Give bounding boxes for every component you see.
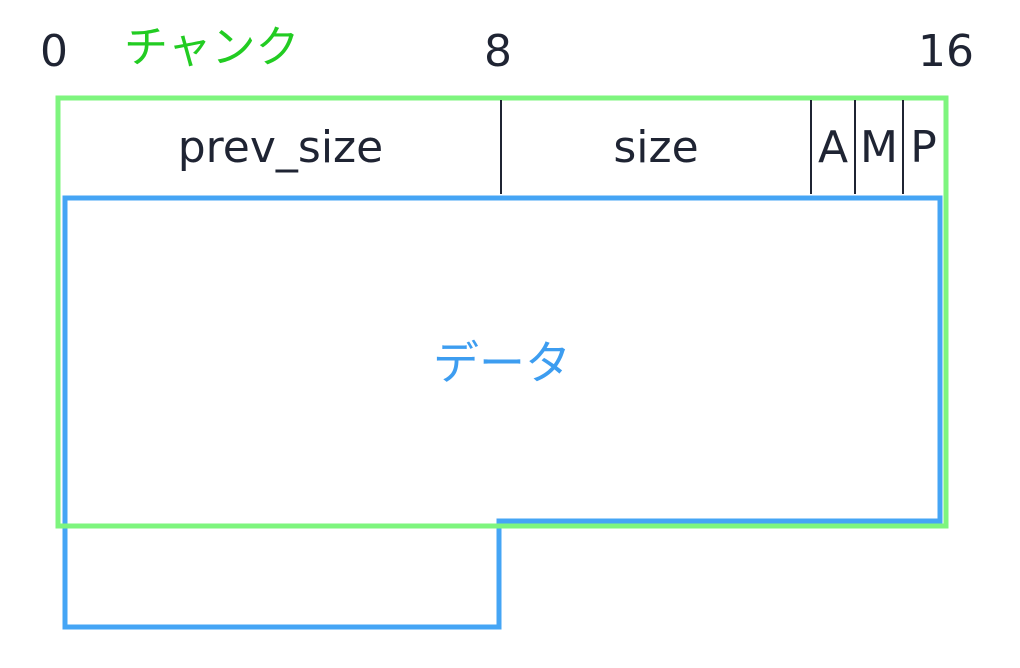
chunk-outline [55, 95, 949, 529]
flag-p-field: P [910, 121, 937, 173]
chunk-title: チャンク [124, 22, 300, 73]
data-region-outline [62, 195, 943, 630]
offset-8-label: 8 [484, 26, 512, 77]
prev-size-field: prev_size [177, 121, 384, 173]
size-field: size [613, 121, 699, 173]
flag-a-field: A [817, 121, 849, 173]
flag-m-field: M [860, 121, 898, 173]
offset-0-label: 0 [40, 26, 68, 77]
offset-16-label: 16 [918, 26, 974, 77]
data-label: データ [433, 336, 571, 390]
